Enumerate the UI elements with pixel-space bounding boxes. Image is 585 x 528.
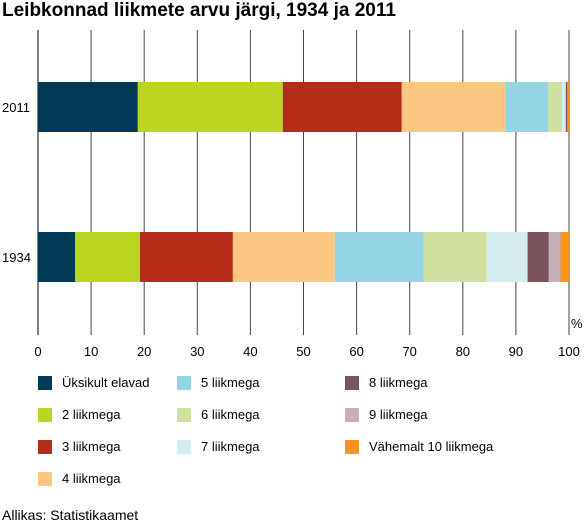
- bar-segment: [548, 82, 563, 132]
- x-tick-label: 30: [190, 344, 204, 359]
- legend-label: 5 liikmega: [201, 375, 260, 390]
- bar-segment: [401, 82, 506, 132]
- legend-label: 3 liikmega: [62, 439, 121, 454]
- category-labels: 2011 1934: [2, 100, 31, 265]
- legend-swatch: [38, 440, 52, 454]
- x-tick-label: 10: [84, 344, 98, 359]
- legend-label: 6 liikmega: [201, 407, 260, 422]
- bar-segment: [139, 232, 233, 282]
- x-axis-unit: %: [571, 316, 583, 331]
- legend-swatch: [345, 408, 359, 422]
- source-note: Allikas: Statistikaamet: [2, 507, 139, 523]
- category-label: 2011: [2, 100, 30, 115]
- bar-segment: [486, 232, 528, 282]
- legend-label: 4 liikmega: [62, 471, 121, 486]
- x-tick-label: 20: [137, 344, 151, 359]
- bar-segment: [38, 232, 76, 282]
- legend-swatch: [38, 376, 52, 390]
- bar-segment: [38, 82, 138, 132]
- chart-title: Leibkonnad liikmete arvu järgi, 1934 ja …: [2, 0, 396, 21]
- bar-segments: [38, 82, 569, 282]
- legend-swatch: [345, 376, 359, 390]
- bar-segment: [423, 232, 487, 282]
- legend-swatch: [177, 376, 191, 390]
- x-tick-label: 70: [402, 344, 416, 359]
- bar-segment: [562, 82, 566, 132]
- legend-label: 7 liikmega: [201, 439, 260, 454]
- bar-segment: [565, 82, 568, 132]
- bar-segment: [282, 82, 402, 132]
- bar-segment: [560, 232, 569, 282]
- grid-lines: [37, 30, 570, 335]
- x-tick-label: 90: [509, 344, 523, 359]
- legend-swatch: [345, 440, 359, 454]
- category-label: 1934: [2, 250, 31, 265]
- x-tick-label: 40: [243, 344, 257, 359]
- axis-ticks: 0 10 20 30 40 50 60 70 80 90 100: [34, 344, 579, 359]
- legend-swatch: [177, 440, 191, 454]
- legend-label: 2 liikmega: [62, 407, 121, 422]
- legend-label: 8 liikmega: [369, 375, 428, 390]
- bar-segment: [527, 232, 549, 282]
- x-tick-label: 80: [456, 344, 470, 359]
- bar-segment: [548, 232, 561, 282]
- stacked-bar-chart: 0 10 20 30 40 50 60 70 80 90 100 2011 1934 %: [2, 30, 583, 359]
- legend-label: 9 liikmega: [369, 407, 428, 422]
- legend-swatch: [38, 472, 52, 486]
- x-tick-label: 100: [558, 344, 580, 359]
- legend-label: Vähemalt 10 liikmega: [369, 439, 494, 454]
- bar-segment: [567, 82, 569, 132]
- x-tick-label: 60: [349, 344, 363, 359]
- bar-segment: [75, 232, 140, 282]
- bar-segment: [334, 232, 424, 282]
- x-tick-label: 0: [34, 344, 41, 359]
- bar-segment: [567, 82, 568, 132]
- bar-segment: [137, 82, 283, 132]
- legend-label: Üksikult elavad: [62, 375, 150, 390]
- bar-segment: [505, 82, 549, 132]
- legend-swatch: [177, 408, 191, 422]
- x-tick-label: 50: [296, 344, 310, 359]
- bar-segment: [232, 232, 335, 282]
- legend-swatch: [38, 408, 52, 422]
